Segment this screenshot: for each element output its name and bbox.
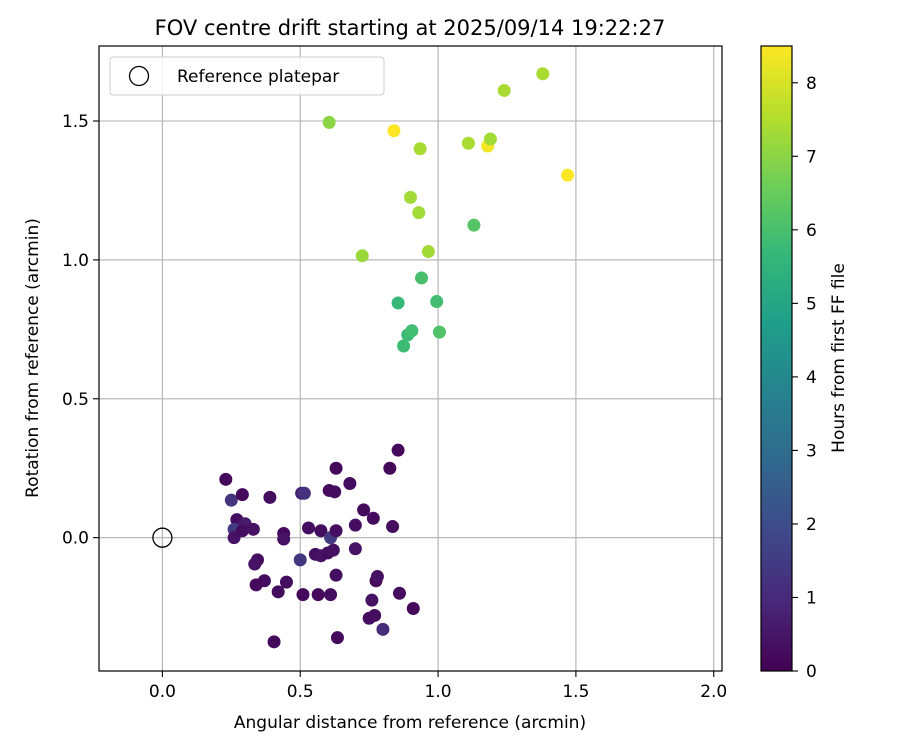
scatter-point <box>302 521 316 535</box>
colorbar-tick-label: 8 <box>806 74 817 94</box>
scatter-point <box>293 553 307 567</box>
scatter-point <box>235 524 249 538</box>
scatter-point <box>330 631 344 645</box>
legend-box <box>109 56 385 96</box>
scatter-point <box>219 472 233 486</box>
colorbar-ticks: 0 1 2 3 4 5 6 7 8 <box>792 74 817 682</box>
scatter-point <box>368 608 382 622</box>
scatter-point <box>314 524 328 538</box>
colorbar-label: Hours from first FF file <box>829 263 849 453</box>
y-tick-label: 0.0 <box>62 529 89 549</box>
colorbar <box>760 45 793 672</box>
scatter-point <box>324 588 338 602</box>
chart-title: FOV centre drift starting at 2025/09/14 … <box>155 16 666 40</box>
y-tick-label: 1.0 <box>62 251 89 271</box>
scatter-point <box>279 575 293 589</box>
scatter-point <box>329 461 343 475</box>
scatter-point <box>322 115 336 129</box>
scatter-point <box>296 588 310 602</box>
scatter-point <box>348 518 362 532</box>
scatter-point <box>415 271 429 285</box>
scatter-point <box>355 249 369 263</box>
x-tick-label: 2.0 <box>700 682 727 702</box>
scatter-point <box>370 570 384 584</box>
scatter-point <box>263 490 277 504</box>
scatter-point <box>366 511 380 525</box>
scatter-point <box>497 83 511 97</box>
scatter-point <box>432 325 446 339</box>
scatter-point <box>467 218 481 232</box>
y-axis-label: Rotation from reference (arcmin) <box>23 218 43 498</box>
scatter-point <box>387 124 401 138</box>
y-tick-label: 1.5 <box>62 112 89 132</box>
scatter-point <box>326 543 340 557</box>
colorbar-tick-label: 5 <box>806 294 817 314</box>
scatter-point <box>412 206 426 220</box>
y-tick-label: 0.5 <box>62 390 89 410</box>
legend: Reference platepar <box>109 56 385 96</box>
colorbar-tick-label: 2 <box>806 515 817 535</box>
plot-frame <box>98 45 723 672</box>
scatter-point <box>329 568 343 582</box>
y-axis-ticks: 0.0 0.5 1.0 1.5 <box>62 112 99 549</box>
colorbar-tick-label: 0 <box>806 662 817 682</box>
reference-marker-group <box>152 527 173 548</box>
scatter-point <box>311 588 325 602</box>
scatter-point <box>246 522 260 536</box>
scatter-point <box>405 324 419 338</box>
x-tick-label: 1.5 <box>562 682 589 702</box>
reference-platepar-marker <box>152 527 173 548</box>
scatter-point <box>413 142 427 156</box>
colorbar-tick-label: 4 <box>806 368 817 388</box>
scatter-point <box>348 542 362 556</box>
scatter-point <box>357 503 371 517</box>
scatter-point <box>383 461 397 475</box>
x-tick-label: 0.0 <box>149 682 176 702</box>
x-tick-label: 0.5 <box>287 682 314 702</box>
scatter-point <box>329 524 343 538</box>
scatter-point <box>235 488 249 502</box>
colorbar-tick-label: 3 <box>806 441 817 461</box>
x-axis-ticks: 0.0 0.5 1.0 1.5 2.0 <box>149 671 727 702</box>
scatter-point <box>404 190 417 204</box>
scatter-point <box>328 485 342 499</box>
scatter-point <box>267 635 281 649</box>
scatter-point <box>536 67 550 81</box>
legend-reference-marker-icon <box>128 65 150 87</box>
scatter-point <box>397 339 411 353</box>
scatter-points <box>219 67 575 649</box>
scatter-point <box>271 585 285 599</box>
scatter-point <box>392 586 406 600</box>
colorbar-tick-label: 1 <box>806 588 817 608</box>
scatter-point <box>249 578 263 592</box>
scatter-point <box>248 557 262 571</box>
scatter-point <box>343 477 357 490</box>
scatter-point <box>430 295 444 309</box>
scatter-point <box>376 622 390 636</box>
scatter-point <box>365 593 379 607</box>
x-axis-label: Angular distance from reference (arcmin) <box>234 713 586 733</box>
x-tick-label: 1.0 <box>425 682 452 702</box>
scatter-point <box>386 520 400 534</box>
scatter-point <box>483 132 497 146</box>
legend-entry-reference-platepar: Reference platepar <box>177 67 339 87</box>
colorbar-tick-label: 6 <box>806 221 817 241</box>
scatter-point <box>224 493 238 507</box>
scatter-point <box>421 245 435 259</box>
grid-lines <box>99 46 722 671</box>
scatter-point <box>391 296 405 310</box>
scatter-point <box>406 602 420 615</box>
scatter-point <box>461 136 475 150</box>
colorbar-tick-label: 7 <box>806 147 817 167</box>
scatter-point <box>297 486 311 500</box>
scatter-point <box>391 443 405 457</box>
scatter-point <box>277 532 291 546</box>
scatter-point <box>561 168 575 182</box>
